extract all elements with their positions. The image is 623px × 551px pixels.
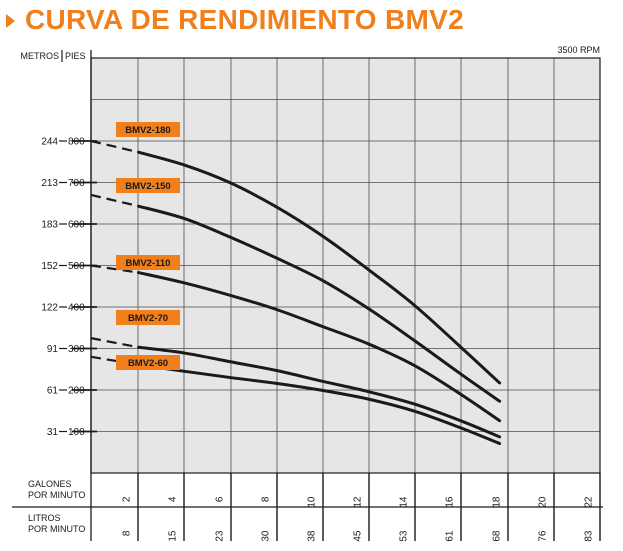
x-tick-label: 6 [215,496,226,502]
y-tick-label: 300 [68,344,85,355]
series-line [137,150,502,385]
series-label-box [116,355,180,370]
y-tick-label: 700 [68,178,85,189]
x-tick-label: 16 [445,496,456,508]
rpm-annotation: 3500 RPM [557,45,600,55]
series-line [137,363,502,446]
series-label-box [116,255,180,270]
series-label-box [116,178,180,193]
series-label: BMV2-60 [128,358,168,369]
x-tick-label-secondary: 23 [215,530,226,542]
series-dashed-segment [90,264,139,274]
x-axis-label-line1: GALONES [28,479,72,489]
x-axis-secondary-label-line2: POR MINUTO [28,524,85,534]
series-label: BMV2-180 [125,125,170,136]
chart-title: CURVA DE RENDIMIENTO BMV2 [25,4,464,35]
x-tick-label-secondary: 45 [353,530,364,542]
x-tick-label: 18 [492,496,503,508]
chevron-right-icon [6,14,15,28]
x-tick-label: 22 [584,496,595,508]
x-axis-label-line2: POR MINUTO [28,490,85,500]
x-tick-label: 14 [399,496,410,508]
x-tick-label: 8 [261,496,272,502]
y-tick-label-secondary: 183 [41,220,58,231]
series-line [137,271,502,423]
y-tick-label-secondary: 91 [47,344,59,355]
x-tick-label-secondary: 76 [538,530,549,542]
y-tick-label-secondary: 244 [41,137,58,148]
x-tick-label: 2 [122,496,133,502]
y-tick-label: 100 [68,427,85,438]
series-dashed-segment [90,139,139,154]
x-tick-label-secondary: 15 [168,530,179,542]
series-line [137,204,502,403]
x-tick-label: 20 [538,496,549,508]
chart-title-row: CURVA DE RENDIMIENTO BMV2 [6,0,464,40]
y-tick-label-secondary: 61 [47,386,59,397]
series-label: BMV2-70 [128,313,168,324]
y-tick-label: 800 [68,137,85,148]
y-axis-secondary-label: METROS [20,51,59,61]
x-tick-label-secondary: 38 [307,530,318,542]
x-tick-label: 12 [353,496,364,508]
y-tick-label-secondary: 31 [47,427,59,438]
y-axis-label: PIES [65,51,86,61]
x-tick-label-secondary: 8 [122,530,133,536]
series-label-box [116,310,180,325]
series-dashed-segment [90,193,139,208]
series-label: BMV2-150 [125,181,170,192]
x-tick-label: 4 [168,496,179,502]
series-label: BMV2-110 [126,258,171,269]
x-tick-label-secondary: 83 [584,530,595,542]
x-tick-label-secondary: 53 [399,530,410,542]
series-label-box [116,122,180,137]
y-tick-label: 500 [68,261,85,272]
x-tick-label-secondary: 30 [261,530,272,542]
y-tick-label-secondary: 152 [41,261,58,272]
y-tick-label: 600 [68,220,85,231]
x-tick-label: 10 [307,496,318,508]
y-tick-label: 200 [68,386,85,397]
y-tick-label-secondary: 122 [41,303,58,314]
y-tick-label: 400 [68,303,85,314]
series-dashed-segment [90,337,139,349]
x-tick-label-secondary: 61 [445,530,456,542]
x-tick-label-secondary: 68 [492,530,503,542]
y-tick-label-secondary: 213 [41,178,58,189]
x-axis-secondary-label-line1: LITROS [28,513,61,523]
series-line [137,345,502,439]
